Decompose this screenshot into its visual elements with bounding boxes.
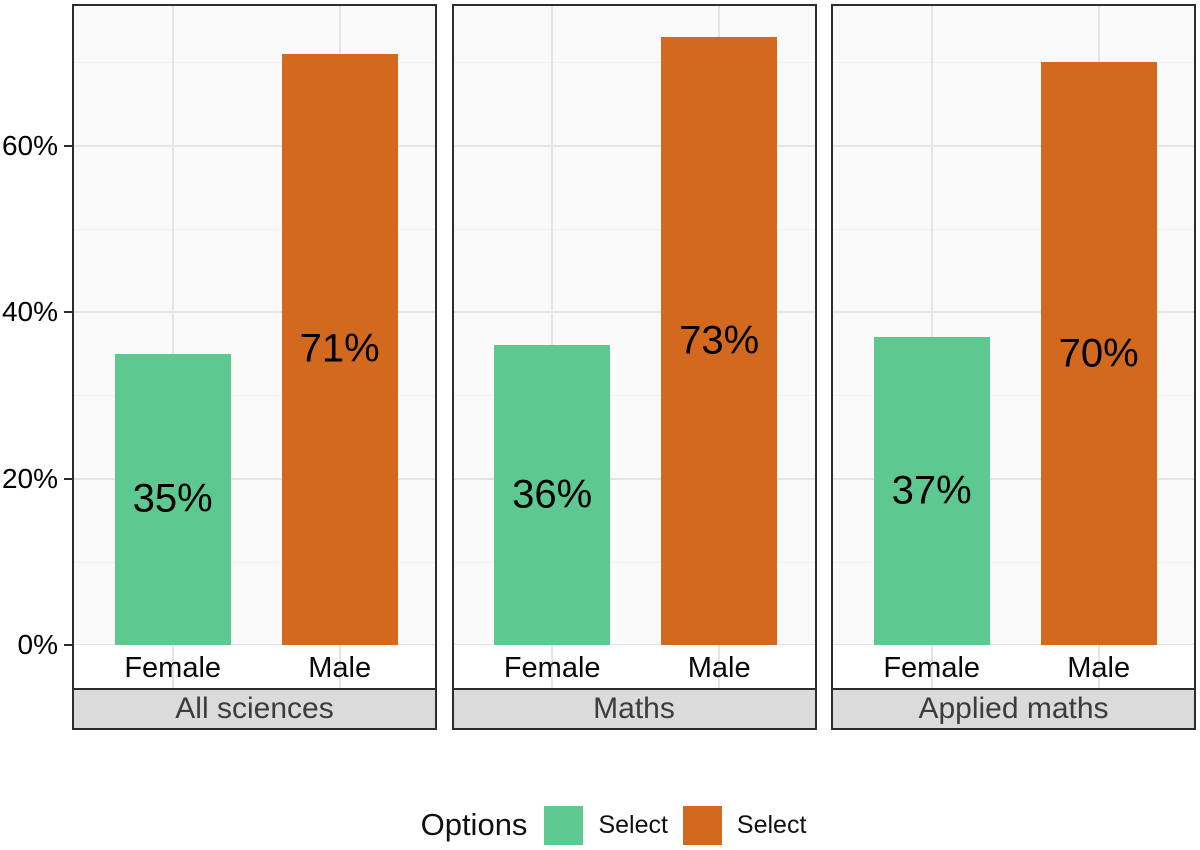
- facet-panel: 35% Female 71% Male All sciences: [72, 4, 437, 730]
- category-label: Male: [1067, 652, 1131, 684]
- category-label: Male: [308, 652, 372, 684]
- ytick-mark: [64, 477, 72, 480]
- ytick-label: 0%: [17, 629, 58, 660]
- gridline-minor: [453, 228, 815, 230]
- gridline-major: [74, 477, 435, 480]
- ytick-label: 40%: [1, 296, 58, 327]
- facet-panel: 37% Female 70% Male Applied maths: [831, 4, 1196, 730]
- legend-item-label: Select: [736, 810, 807, 839]
- gridline-minor: [833, 561, 1194, 563]
- gridline-minor: [453, 395, 815, 397]
- bar-female: [494, 345, 611, 645]
- legend-swatch-green: [544, 805, 584, 845]
- gridline-minor: [833, 228, 1194, 230]
- facet-strip: All sciences: [74, 688, 435, 728]
- x-axis-band: [453, 645, 815, 688]
- gridline-minor: [833, 395, 1194, 397]
- facet-strip: Applied maths: [833, 688, 1194, 728]
- gridline-major: [833, 144, 1194, 147]
- bar-male: [1040, 62, 1157, 645]
- legend-swatch-orange: [682, 805, 722, 845]
- bar-male: [281, 53, 398, 645]
- gridline-minor: [74, 395, 435, 397]
- ytick-mark: [64, 644, 72, 646]
- bar-value-label: 70%: [1058, 331, 1139, 376]
- legend-title: Options: [420, 807, 528, 842]
- gridline-major: [74, 144, 435, 147]
- gridline-minor: [74, 62, 435, 64]
- bar-value-label: 37%: [891, 468, 972, 513]
- bar-female: [873, 336, 990, 645]
- x-axis-band: [74, 645, 435, 688]
- ytick-mark: [64, 311, 72, 313]
- gridline-major: [74, 311, 435, 313]
- ytick-label: 20%: [1, 462, 58, 494]
- ytick-mark: [64, 144, 72, 147]
- gridline-minor: [74, 561, 435, 563]
- category-label: Male: [687, 652, 751, 684]
- category-label: Female: [124, 652, 222, 684]
- gridline-vertical: [171, 6, 174, 688]
- gridline-major: [833, 311, 1194, 313]
- gridline-major: [453, 311, 815, 313]
- bar-female: [114, 353, 231, 645]
- bar-value-label: 36%: [512, 472, 593, 517]
- facet-panel: 36% Female 73% Male Maths: [451, 4, 817, 730]
- gridline-minor: [74, 228, 435, 230]
- bar-male: [661, 37, 778, 645]
- category-label: Female: [883, 652, 981, 684]
- gridline-major: [453, 477, 815, 480]
- legend: Options Select Select: [21, 800, 1200, 850]
- gridline-major: [453, 144, 815, 147]
- x-axis-band: [833, 645, 1194, 688]
- gridline-major: [833, 477, 1194, 480]
- gridline-minor: [453, 561, 815, 563]
- bar-value-label: 71%: [299, 326, 380, 371]
- bar-value-label: 73%: [679, 318, 760, 363]
- category-label: Female: [503, 652, 601, 684]
- gridline-minor: [453, 62, 815, 64]
- bar-value-label: 35%: [132, 476, 213, 521]
- facet-strip: Maths: [453, 688, 815, 728]
- legend-item-label: Select: [598, 810, 668, 839]
- gridline-minor: [833, 62, 1194, 64]
- ytick-label: 60%: [1, 129, 58, 161]
